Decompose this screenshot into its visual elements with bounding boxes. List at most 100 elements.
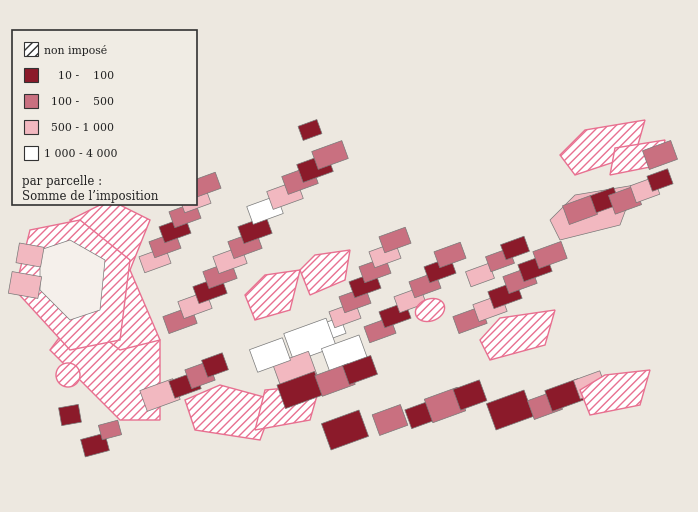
Polygon shape: [185, 385, 275, 440]
Polygon shape: [297, 154, 333, 182]
Polygon shape: [193, 276, 227, 304]
Polygon shape: [610, 140, 665, 175]
Polygon shape: [140, 379, 180, 411]
Polygon shape: [149, 232, 181, 258]
Polygon shape: [480, 310, 555, 360]
Polygon shape: [267, 181, 304, 209]
Bar: [24, 42, 38, 56]
Circle shape: [56, 363, 80, 387]
Polygon shape: [300, 250, 350, 295]
Polygon shape: [500, 236, 530, 260]
Polygon shape: [379, 227, 411, 253]
Polygon shape: [202, 353, 228, 377]
Polygon shape: [203, 262, 237, 289]
Polygon shape: [185, 361, 215, 389]
Polygon shape: [238, 217, 272, 244]
Polygon shape: [163, 306, 197, 334]
Polygon shape: [321, 335, 369, 375]
Polygon shape: [545, 379, 585, 411]
Polygon shape: [550, 185, 635, 240]
Polygon shape: [8, 271, 42, 298]
Polygon shape: [169, 372, 201, 398]
Polygon shape: [178, 291, 212, 318]
Polygon shape: [409, 272, 441, 298]
Polygon shape: [246, 196, 283, 224]
Text: 1 000 - 4 000: 1 000 - 4 000: [44, 149, 117, 159]
Polygon shape: [255, 385, 320, 430]
Polygon shape: [359, 257, 391, 283]
Polygon shape: [283, 318, 336, 362]
Text: par parcelle :: par parcelle :: [22, 175, 102, 188]
Polygon shape: [563, 196, 597, 225]
Polygon shape: [364, 317, 396, 343]
Text: 10 -    100: 10 - 100: [44, 71, 114, 81]
Polygon shape: [424, 387, 466, 423]
Polygon shape: [228, 231, 262, 259]
Polygon shape: [277, 371, 323, 409]
Polygon shape: [518, 254, 552, 282]
Bar: [24, 120, 38, 134]
Ellipse shape: [415, 298, 445, 322]
Polygon shape: [139, 247, 171, 273]
Polygon shape: [372, 404, 408, 436]
Polygon shape: [560, 120, 645, 175]
Polygon shape: [609, 186, 641, 214]
Polygon shape: [40, 240, 105, 320]
Polygon shape: [647, 169, 673, 191]
Polygon shape: [424, 257, 456, 283]
Polygon shape: [70, 200, 150, 270]
Polygon shape: [343, 355, 378, 385]
Text: Somme de l’imposition: Somme de l’imposition: [22, 190, 158, 203]
Polygon shape: [379, 302, 411, 328]
Polygon shape: [329, 302, 361, 328]
Polygon shape: [486, 248, 514, 272]
Polygon shape: [321, 410, 369, 450]
Polygon shape: [394, 287, 426, 313]
Text: 100 -    500: 100 - 500: [44, 97, 114, 107]
Polygon shape: [339, 287, 371, 313]
Polygon shape: [245, 270, 300, 320]
Polygon shape: [349, 272, 381, 298]
Polygon shape: [315, 364, 355, 396]
Polygon shape: [503, 266, 537, 293]
Polygon shape: [213, 246, 247, 273]
Polygon shape: [249, 338, 290, 372]
Polygon shape: [528, 391, 563, 419]
Polygon shape: [488, 282, 522, 309]
Bar: [24, 146, 38, 160]
Polygon shape: [574, 371, 607, 399]
Polygon shape: [312, 141, 348, 169]
Polygon shape: [314, 317, 346, 343]
Polygon shape: [453, 306, 487, 334]
Polygon shape: [591, 187, 620, 212]
Polygon shape: [630, 177, 660, 203]
Polygon shape: [15, 220, 130, 350]
Polygon shape: [642, 140, 678, 169]
Polygon shape: [80, 433, 110, 457]
Polygon shape: [453, 380, 487, 410]
Polygon shape: [273, 351, 318, 389]
Polygon shape: [487, 390, 533, 430]
FancyBboxPatch shape: [12, 30, 197, 205]
Polygon shape: [298, 119, 322, 140]
Polygon shape: [189, 172, 221, 198]
Bar: [24, 94, 38, 108]
Polygon shape: [179, 187, 211, 213]
Bar: [24, 68, 38, 82]
Polygon shape: [159, 217, 191, 243]
Polygon shape: [405, 401, 435, 429]
Polygon shape: [98, 420, 121, 440]
Polygon shape: [169, 202, 201, 228]
Polygon shape: [580, 370, 650, 415]
Polygon shape: [473, 294, 507, 322]
Polygon shape: [282, 165, 318, 195]
Polygon shape: [55, 270, 160, 350]
Polygon shape: [466, 263, 494, 287]
Polygon shape: [434, 242, 466, 268]
Polygon shape: [369, 242, 401, 268]
Polygon shape: [50, 310, 160, 420]
Text: 500 - 1 000: 500 - 1 000: [44, 123, 114, 133]
Text: non imposé: non imposé: [44, 45, 107, 55]
Polygon shape: [16, 243, 44, 267]
Polygon shape: [533, 242, 567, 269]
